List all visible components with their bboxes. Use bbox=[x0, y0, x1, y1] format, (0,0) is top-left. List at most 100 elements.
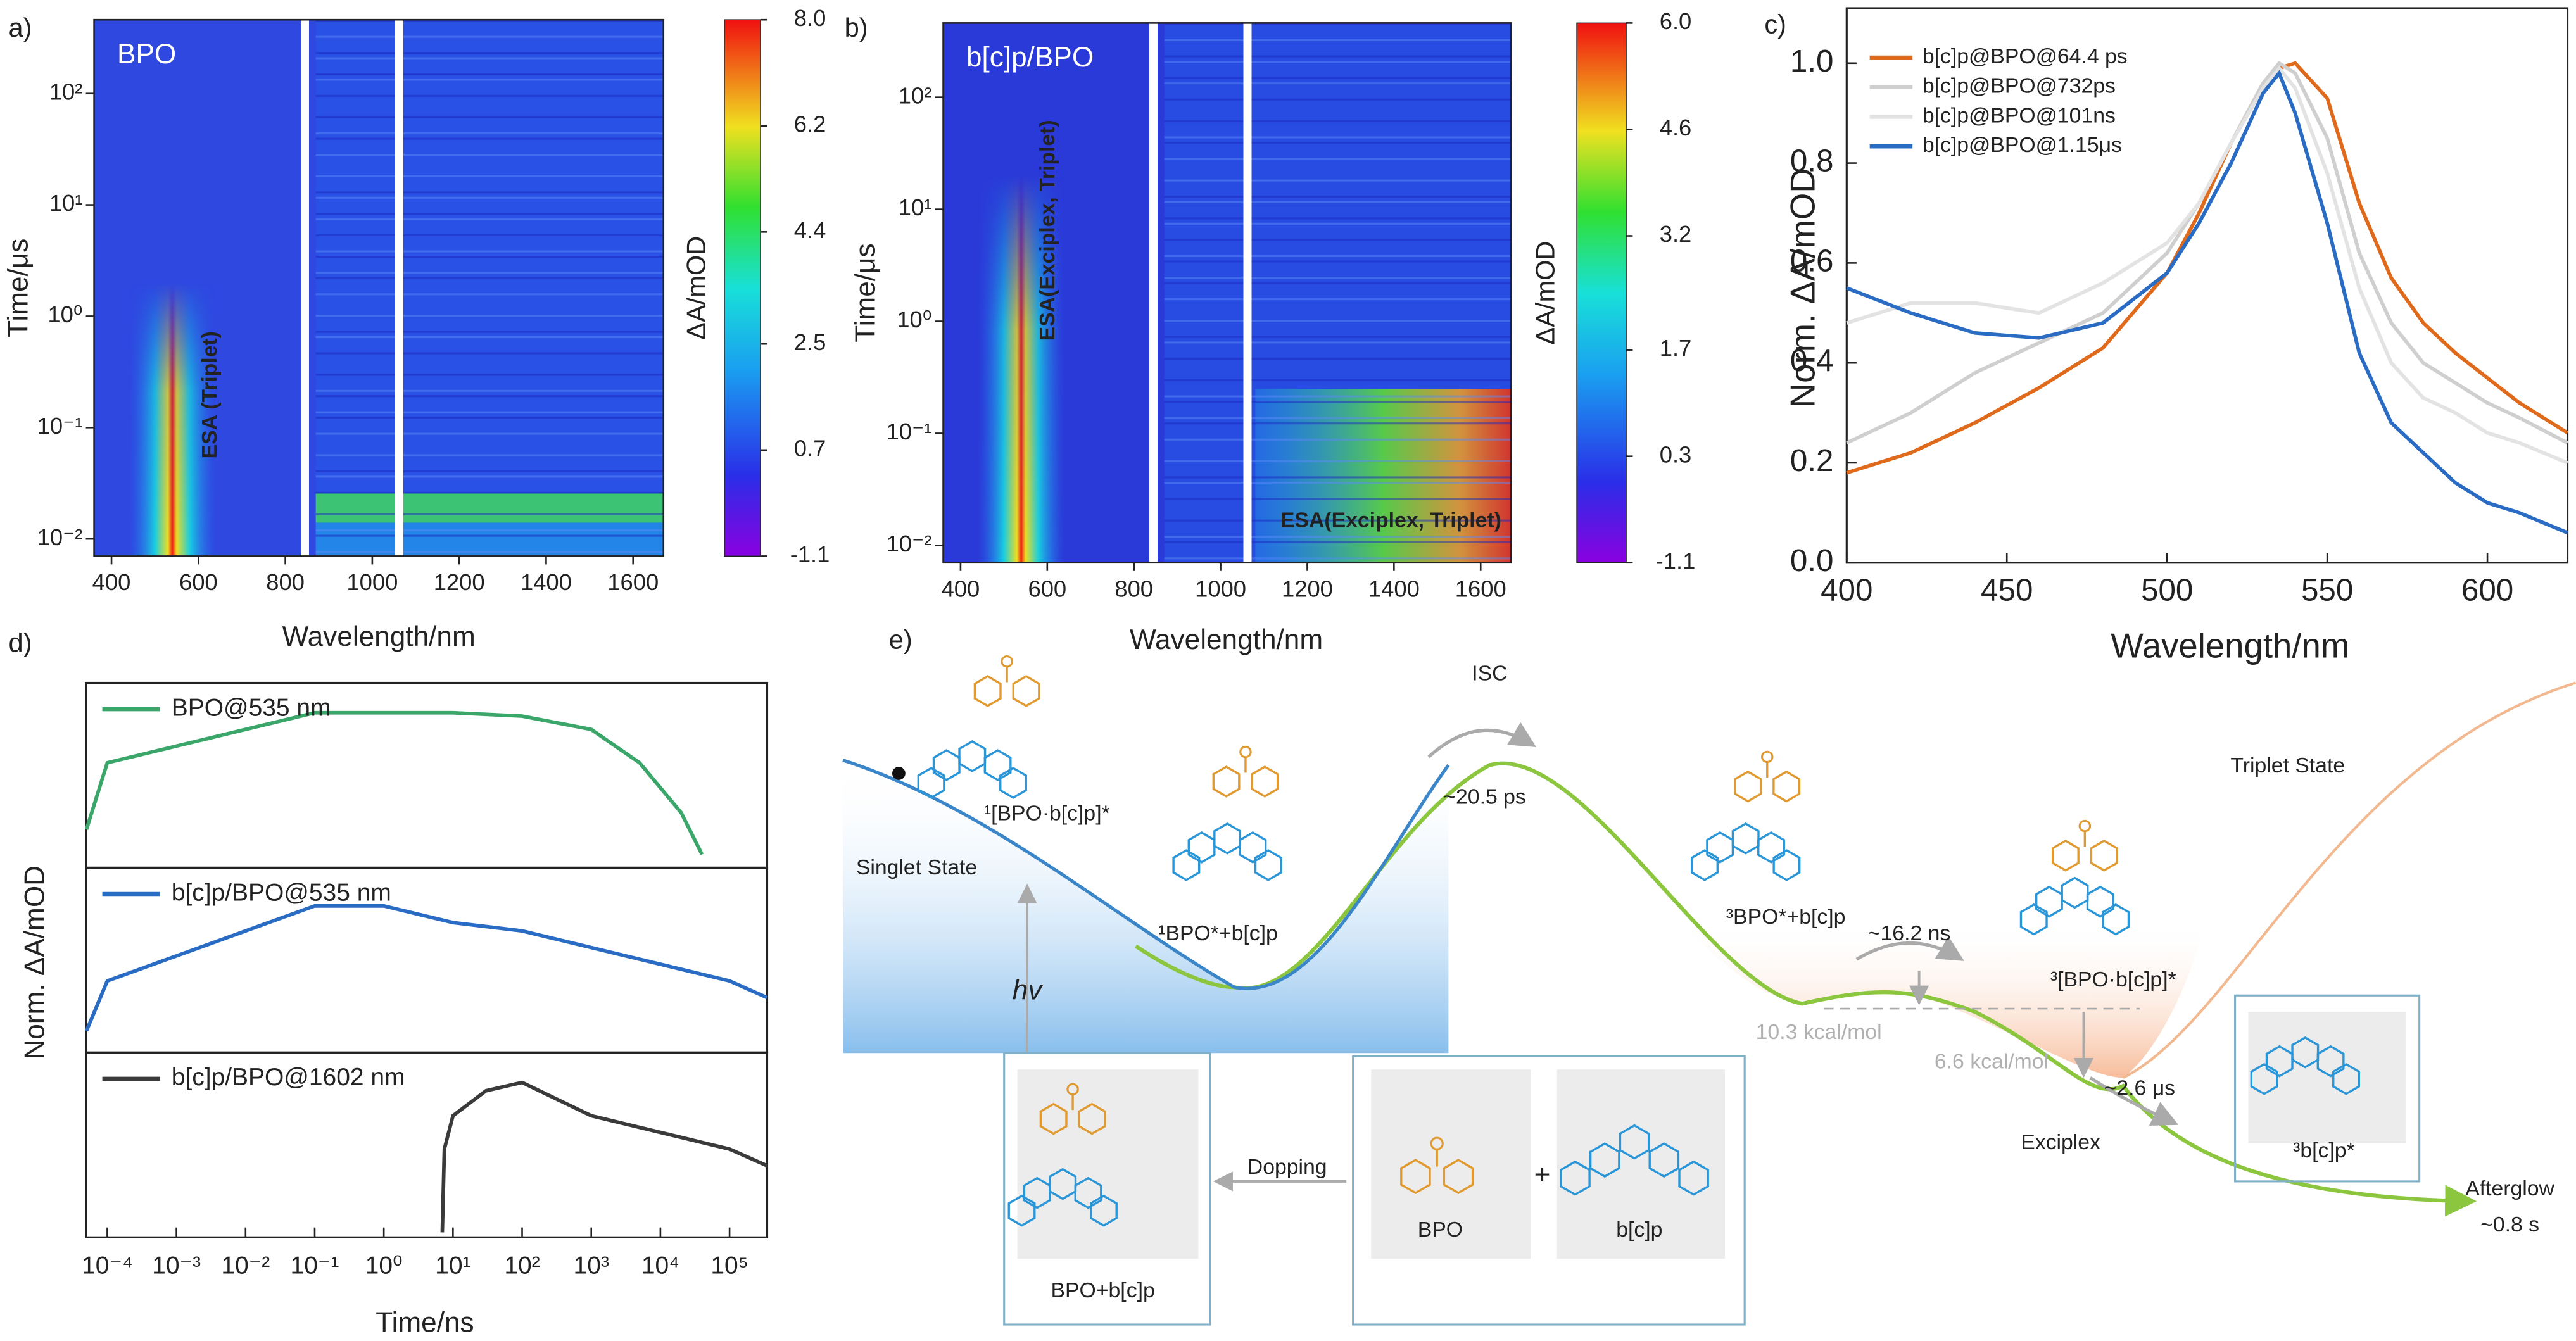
heatmap-streak bbox=[315, 352, 664, 355]
singlet-fill bbox=[843, 760, 1449, 1054]
heatmap-streak bbox=[315, 475, 664, 478]
x-tick-label: 10³ bbox=[574, 1252, 609, 1279]
colorbar-label: ΔA/mOD bbox=[1530, 241, 1560, 345]
y-tick-label: 0.2 bbox=[1790, 443, 1834, 478]
molecule-ring bbox=[1734, 770, 1762, 803]
inner-label: BPO bbox=[117, 39, 176, 70]
diagram-label: ¹BPO*+b[c]p bbox=[1158, 921, 1278, 945]
colorbar-label: ΔA/mOD bbox=[681, 236, 710, 340]
panel-label: a) bbox=[8, 13, 32, 42]
x-tick-label: 550 bbox=[2301, 573, 2353, 608]
heatmap-nir-band bbox=[315, 493, 664, 523]
molecule-ring bbox=[1187, 831, 1216, 864]
x-tick-label: 1200 bbox=[434, 569, 485, 595]
molecule-ring bbox=[2086, 885, 2114, 918]
diagram-label: 6.6 kcal/mol bbox=[1935, 1050, 2049, 1074]
y-tick-label: 10⁻² bbox=[887, 531, 932, 557]
molecule-ring bbox=[1089, 1194, 1118, 1227]
singlet-curve bbox=[842, 759, 1450, 990]
box-panel bbox=[2248, 1012, 2406, 1144]
molecule-ring bbox=[1772, 770, 1801, 803]
molecule-ring bbox=[958, 740, 987, 772]
heatmap-streak bbox=[315, 293, 664, 296]
heatmap-streak bbox=[1164, 320, 1512, 322]
x-tick-label: 600 bbox=[2461, 573, 2513, 608]
heatmap-streak bbox=[315, 234, 664, 237]
x-tick-label: 400 bbox=[942, 576, 980, 602]
series-line bbox=[440, 1080, 768, 1233]
x-axis-label: Wavelength/nm bbox=[1130, 624, 1323, 655]
heatmap-streak bbox=[1164, 158, 1512, 160]
heatmap-streak bbox=[1164, 438, 1512, 441]
molecule-ring bbox=[1560, 1160, 1591, 1196]
colorbar-tick-label: 6.2 bbox=[794, 111, 826, 137]
oxygen bbox=[1239, 745, 1252, 759]
colorbar-tick-label: 1.7 bbox=[1660, 335, 1692, 361]
x-tick-label: 1400 bbox=[1368, 576, 1420, 602]
heatmap-streak bbox=[315, 20, 664, 22]
x-tick-label: 600 bbox=[1028, 576, 1066, 602]
molecule-ring bbox=[973, 675, 1002, 707]
y-tick-label: 10² bbox=[49, 79, 83, 104]
molecule-ring bbox=[1731, 822, 1760, 855]
heatmap-streak bbox=[1164, 557, 1512, 560]
colorbar bbox=[724, 19, 761, 557]
x-axis-label: Time/ns bbox=[376, 1307, 474, 1338]
molecule-ring bbox=[1706, 831, 1734, 864]
annotation: ESA(Exciplex, Triplet) bbox=[1280, 508, 1501, 532]
diagram-label: Singlet State bbox=[856, 855, 977, 879]
heatmap-streak bbox=[315, 218, 664, 220]
heatmap-streak bbox=[1164, 357, 1512, 360]
molecule-ring bbox=[1239, 831, 1267, 864]
heatmap-streak bbox=[315, 374, 664, 376]
diagram-label: ~20.5 ps bbox=[1443, 784, 1525, 809]
series-line bbox=[1846, 69, 2568, 535]
panel-label: c) bbox=[1764, 9, 1786, 39]
x-tick-label: 1600 bbox=[607, 569, 659, 595]
heatmap-streak bbox=[1164, 196, 1512, 198]
diagram-label: Exciplex bbox=[2021, 1130, 2100, 1154]
molecule-ring bbox=[2051, 840, 2080, 872]
y-axis-label: Time/μs bbox=[3, 239, 34, 337]
state-dot bbox=[892, 767, 906, 780]
heatmap-streak bbox=[1164, 460, 1512, 462]
molecule-ring bbox=[1012, 675, 1040, 707]
molecule-ring bbox=[1078, 1102, 1106, 1135]
heatmap-streak bbox=[315, 73, 664, 76]
oxygen bbox=[2078, 819, 2092, 833]
heatmap-streak bbox=[1164, 341, 1512, 344]
x-tick-label: 1000 bbox=[1195, 576, 1246, 602]
heatmap-streak bbox=[1164, 120, 1512, 122]
heatmap-streak bbox=[1164, 498, 1512, 500]
heatmap-streak bbox=[1164, 217, 1512, 220]
heatmap-streak bbox=[315, 454, 664, 456]
y-axis-label: Norm. ΔA/mOD bbox=[1784, 168, 1822, 408]
triplet-curve bbox=[2122, 681, 2576, 1080]
diagram-label: + bbox=[1534, 1159, 1551, 1190]
panel-label: e) bbox=[889, 625, 912, 655]
heatmap-streak bbox=[1164, 136, 1512, 139]
series-line bbox=[84, 710, 704, 855]
legend-label: b[c]p/BPO@1602 nm bbox=[172, 1064, 405, 1091]
x-tick-label: 10⁴ bbox=[641, 1252, 679, 1279]
molecule-ring bbox=[1251, 765, 1279, 798]
legend-label: b[c]p@BPO@732ps bbox=[1923, 74, 2116, 98]
ns-arrow bbox=[1855, 936, 1964, 961]
isc-arrow bbox=[1427, 722, 1537, 759]
us-arrow bbox=[2089, 1076, 2179, 1126]
heatmap-nir-tone bbox=[315, 20, 664, 557]
legend-label: b[c]p@BPO@1.15μs bbox=[1923, 133, 2122, 157]
y-axis-label: Time/μs bbox=[850, 243, 881, 342]
x-tick-label: 10¹ bbox=[435, 1252, 470, 1279]
series-line bbox=[1846, 61, 2568, 445]
heatmap-streak bbox=[1164, 77, 1512, 79]
heatmap-streak bbox=[315, 491, 664, 494]
heatmap-streak bbox=[1164, 282, 1512, 284]
heatmap-streak bbox=[1164, 422, 1512, 425]
heatmap-streak bbox=[1164, 336, 1512, 338]
box bbox=[2234, 994, 2421, 1183]
molecule-ring bbox=[1039, 1102, 1068, 1135]
heatmap-streak bbox=[1164, 395, 1512, 398]
colorbar-tick-label: 8.0 bbox=[794, 5, 826, 31]
